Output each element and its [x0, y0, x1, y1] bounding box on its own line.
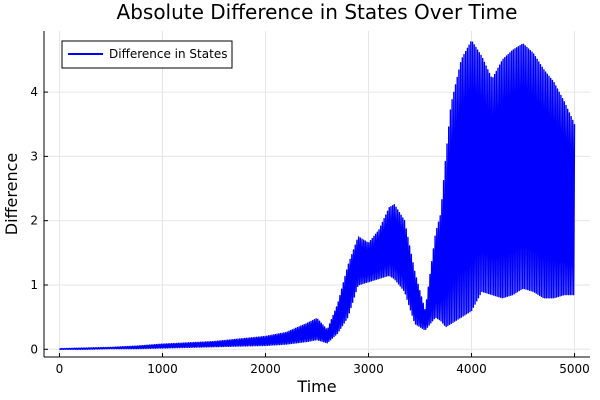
- series-layer: [59, 41, 576, 350]
- series-line-difference-in-states: [59, 41, 576, 350]
- x-tick-label: 5000: [559, 362, 590, 376]
- y-tick-label: 2: [30, 214, 38, 228]
- y-tick-label: 3: [30, 149, 38, 163]
- chart-title: Absolute Difference in States Over Time: [117, 0, 518, 24]
- x-tick-label: 3000: [353, 362, 384, 376]
- y-tick-label: 1: [30, 278, 38, 292]
- legend: Difference in States: [61, 40, 233, 69]
- y-tick-label: 4: [30, 85, 38, 99]
- x-tick-label: 0: [56, 362, 64, 376]
- y-tick-label: 0: [30, 342, 38, 356]
- y-axis-label: Difference: [2, 153, 21, 235]
- x-tick-label: 1000: [147, 362, 178, 376]
- x-axis-label: Time: [296, 377, 336, 396]
- legend-label: Difference in States: [109, 47, 227, 61]
- x-tick-label: 4000: [456, 362, 487, 376]
- axes: [43, 31, 590, 358]
- tick-labels: 0 1000 2000 3000 4000 5000 0 1 2 3 4: [30, 85, 589, 376]
- x-tick-label: 2000: [250, 362, 281, 376]
